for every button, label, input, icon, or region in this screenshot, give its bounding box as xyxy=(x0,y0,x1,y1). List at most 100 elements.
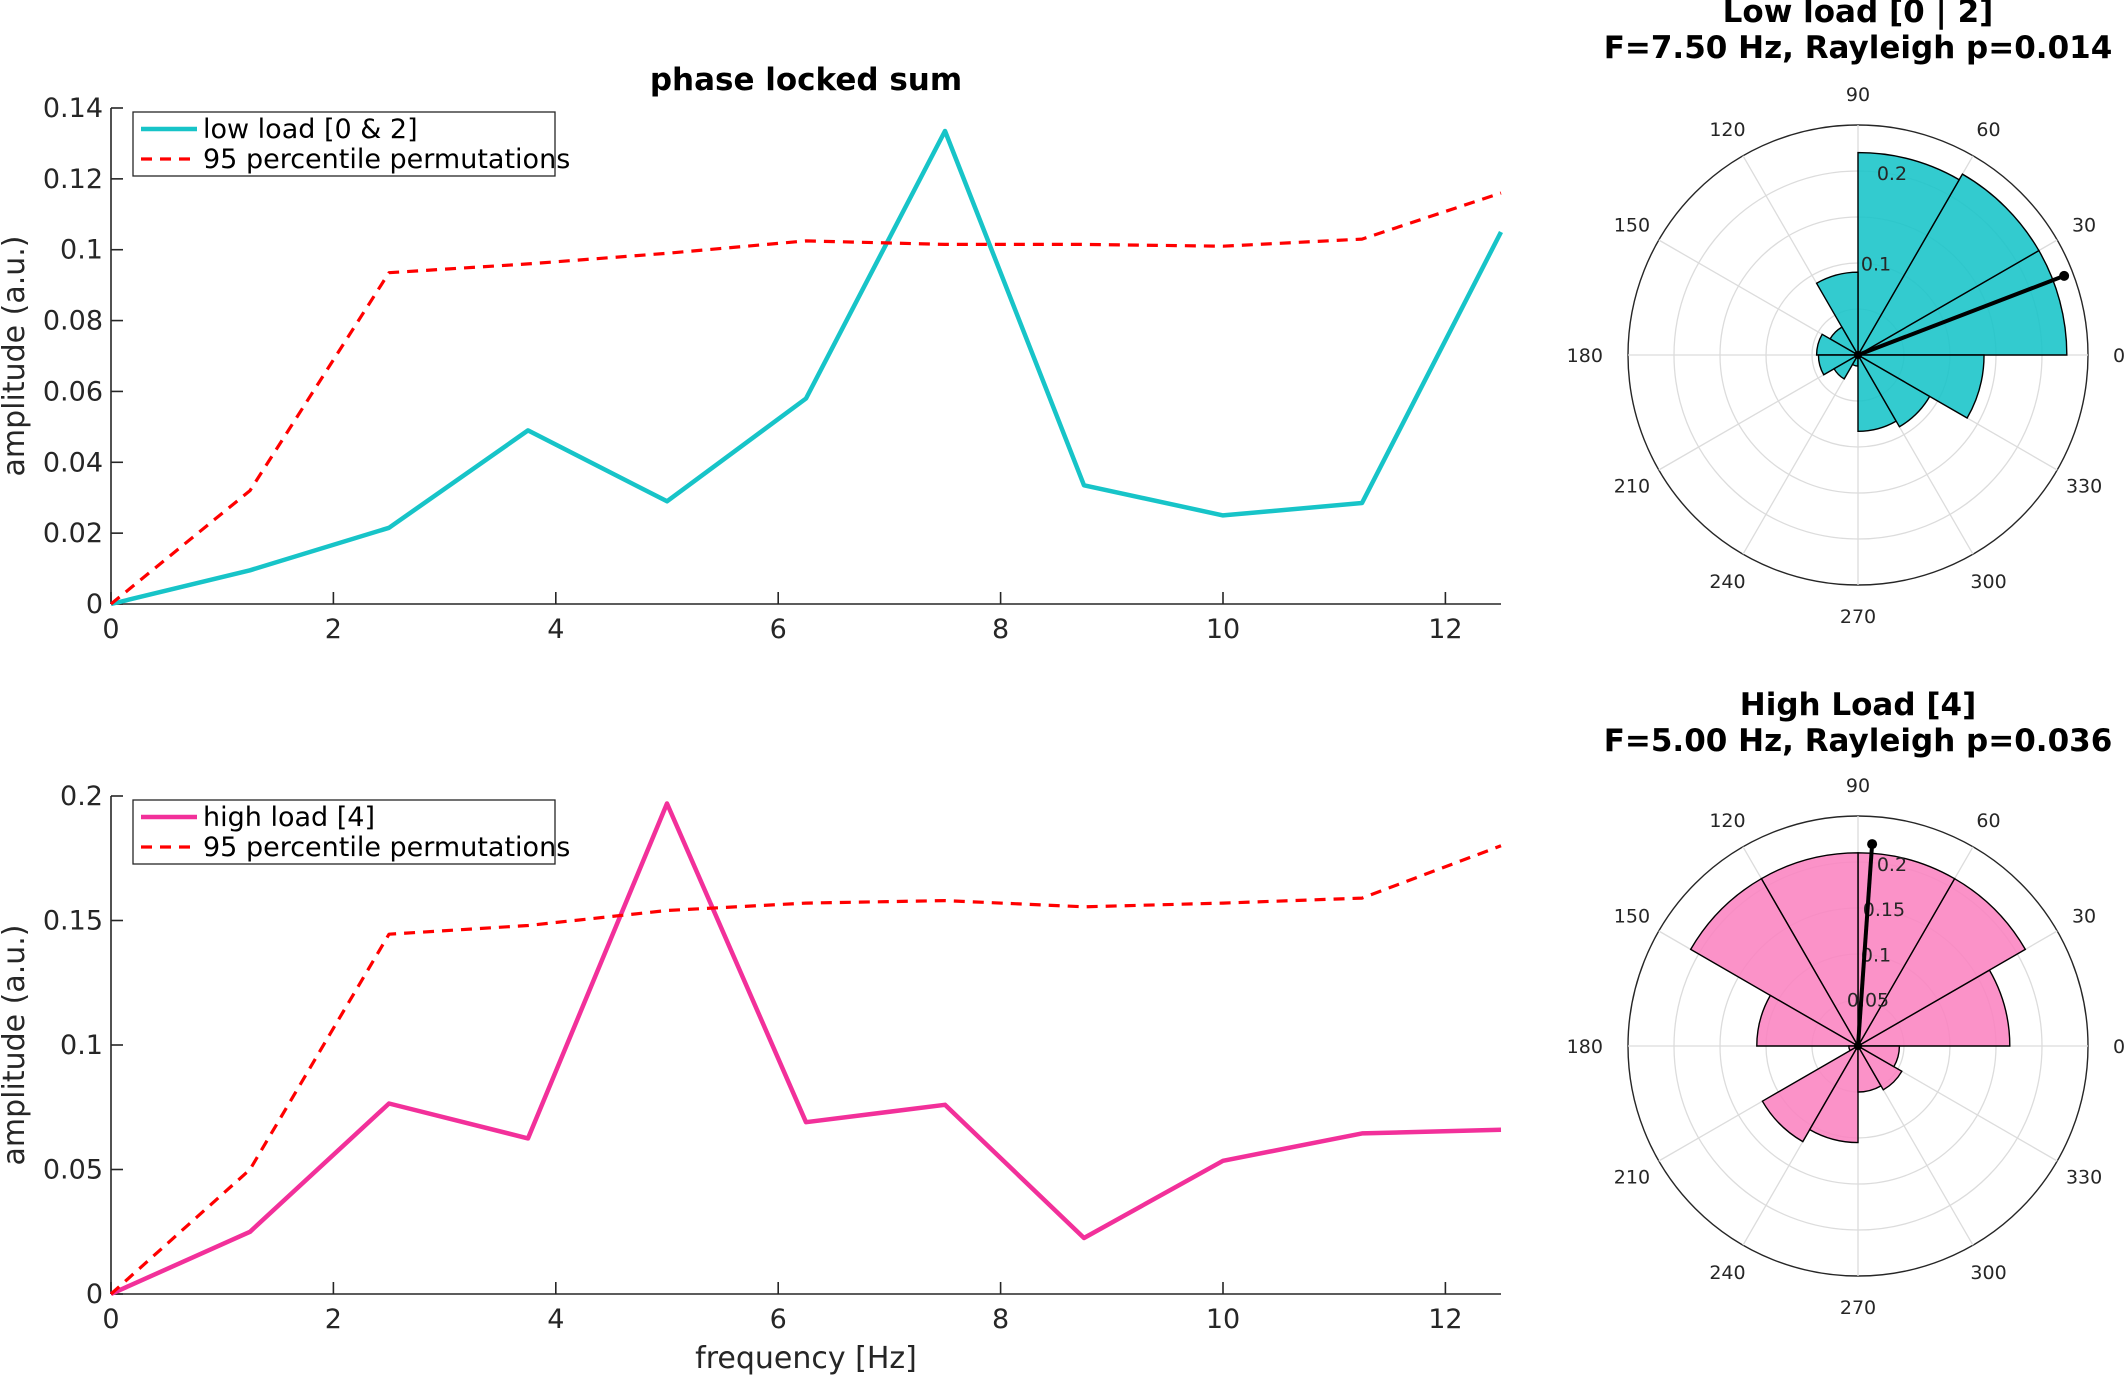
x-tick-label: 4 xyxy=(547,1304,564,1335)
y-tick-label: 0.02 xyxy=(43,518,103,549)
legend-entry-0: low load [0 & 2] xyxy=(203,114,418,145)
x-tick-label: 0 xyxy=(102,614,119,645)
legend-entry-1: 95 percentile permutations xyxy=(203,832,570,863)
polar-bin-2 xyxy=(1857,151,1961,358)
legend-entry-0: high load [4] xyxy=(203,802,375,833)
series-line-0 xyxy=(110,128,1504,607)
polar-bin-4 xyxy=(1689,877,1860,1048)
polar-angle-label: 180 xyxy=(1567,345,1603,367)
polar-angle-label: 90 xyxy=(1846,84,1870,106)
polar-angle-label: 120 xyxy=(1709,119,1745,141)
polar-angle-label: 270 xyxy=(1840,1297,1876,1319)
polar-angle-label: 150 xyxy=(1614,214,1650,236)
polar-grid-spoke xyxy=(1742,354,1859,555)
y-tick-label: 0 xyxy=(86,589,103,620)
polar-angle-label: 270 xyxy=(1840,606,1876,628)
polar-r-tick-label: 0.2 xyxy=(1877,163,1907,185)
polar-angle-label: 60 xyxy=(1976,119,2000,141)
x-tick-label: 12 xyxy=(1428,1304,1462,1335)
polar-angle-label: 90 xyxy=(1846,775,1870,797)
mean-vector-tip xyxy=(1867,839,1878,850)
polar-title-line-1: F=7.50 Hz, Rayleigh p=0.014 xyxy=(1604,30,2113,66)
y-tick-label: 0.15 xyxy=(43,906,103,937)
polar-title-line-1: F=5.00 Hz, Rayleigh p=0.036 xyxy=(1604,723,2113,759)
polar-bin-3 xyxy=(1760,852,1859,1049)
chart-title: phase locked sum xyxy=(650,62,962,98)
polar-title-line-0: High Load [4] xyxy=(1740,687,1976,723)
x-tick-label: 0 xyxy=(102,1304,119,1335)
polar-angle-label: 210 xyxy=(1614,476,1650,498)
polar-bin-0 xyxy=(1855,249,2068,356)
polar-angle-label: 0 xyxy=(2113,345,2125,367)
x-tick-label: 8 xyxy=(992,614,1009,645)
series-line-1 xyxy=(109,844,1502,1296)
y-tick-label: 0.04 xyxy=(43,447,103,478)
polar-angle-label: 180 xyxy=(1567,1036,1603,1058)
polar-r-tick-label: 0.05 xyxy=(1847,990,1889,1012)
polar-bin-8 xyxy=(1808,1043,1859,1144)
polar-r-tick-label: 0.15 xyxy=(1863,899,1905,921)
x-tick-label: 4 xyxy=(547,614,564,645)
polar-angle-label: 210 xyxy=(1614,1167,1650,1189)
polar-origin xyxy=(1854,1042,1862,1050)
polar-histogram-high-load: High Load [4]F=5.00 Hz, Rayleigh p=0.036… xyxy=(1567,687,2125,1319)
y-axis-label: amplitude (a.u.) xyxy=(0,235,32,476)
polar-r-tick-label: 0.2 xyxy=(1877,854,1907,876)
y-tick-label: 0.05 xyxy=(43,1155,103,1186)
line-chart-high-load: 0 2 4 6 8 10 12 0 0.05 0.1 0.15 0.2 amplitude (a.u.)… xyxy=(0,781,1502,1376)
legend-box xyxy=(132,799,556,865)
x-tick-label: 2 xyxy=(325,1304,342,1335)
polar-angle-label: 300 xyxy=(1970,571,2006,593)
polar-bin-1 xyxy=(1856,877,2027,1048)
legend-entry-1: 95 percentile permutations xyxy=(203,144,570,175)
x-tick-label: 2 xyxy=(325,614,342,645)
polar-angle-label: 300 xyxy=(1970,1262,2006,1284)
polar-bin-11 xyxy=(1855,1045,1901,1068)
polar-bin-3 xyxy=(1815,271,1859,358)
line-chart-low-load: 0 2 4 6 8 10 12 0 0.02 0.04 0.06 0.08 0.1 0.12 0.14 pha… xyxy=(0,62,1504,645)
polar-angle-label: 330 xyxy=(2066,1167,2102,1189)
polar-angle-label: 120 xyxy=(1709,810,1745,832)
x-tick-label: 6 xyxy=(770,1304,787,1335)
polar-bin-5 xyxy=(1756,994,1861,1047)
x-axis-label: frequency [Hz] xyxy=(695,1341,917,1376)
x-tick-label: 6 xyxy=(770,614,787,645)
polar-bin-2 xyxy=(1857,852,1956,1049)
polar-bin-7 xyxy=(1833,353,1860,380)
polar-angle-label: 60 xyxy=(1976,810,2000,832)
polar-origin xyxy=(1854,351,1862,359)
x-tick-label: 12 xyxy=(1428,614,1462,645)
mean-vector-line xyxy=(1857,274,2065,357)
polar-histogram-low-load: Low load [0 | 2]F=7.50 Hz, Rayleigh p=0.… xyxy=(1567,0,2125,628)
mean-vector-tip xyxy=(2059,270,2070,281)
y-tick-label: 0.06 xyxy=(43,376,103,407)
polar-angle-label: 240 xyxy=(1709,1262,1745,1284)
polar-angle-label: 330 xyxy=(2066,476,2102,498)
y-tick-label: 0.1 xyxy=(60,235,103,266)
polar-angle-label: 240 xyxy=(1709,571,1745,593)
legend-box xyxy=(132,111,556,177)
polar-bin-7 xyxy=(1761,1044,1860,1143)
x-tick-label: 10 xyxy=(1206,614,1240,645)
polar-bin-1 xyxy=(1856,173,2040,357)
polar-title-line-0: Low load [0 | 2] xyxy=(1723,0,1994,30)
mean-vector-line xyxy=(1856,843,1875,1047)
polar-bin-5 xyxy=(1815,333,1861,356)
y-tick-label: 0.14 xyxy=(43,93,103,124)
x-tick-label: 10 xyxy=(1206,1304,1240,1335)
polar-r-tick-label: 0.1 xyxy=(1861,944,1891,966)
y-tick-label: 0.08 xyxy=(43,306,103,337)
polar-r-tick-label: 0.1 xyxy=(1861,253,1891,275)
polar-bin-11 xyxy=(1855,354,1985,419)
polar-angle-label: 150 xyxy=(1614,905,1650,927)
x-tick-label: 8 xyxy=(992,1304,1009,1335)
series-line-1 xyxy=(109,191,1502,606)
polar-angle-label: 0 xyxy=(2113,1036,2125,1058)
y-axis-label: amplitude (a.u.) xyxy=(0,924,32,1165)
y-tick-label: 0 xyxy=(86,1279,103,1310)
polar-angle-label: 30 xyxy=(2072,214,2096,236)
y-tick-label: 0.2 xyxy=(60,781,103,812)
series-line-0 xyxy=(110,801,1502,1297)
y-tick-label: 0.12 xyxy=(43,164,103,195)
